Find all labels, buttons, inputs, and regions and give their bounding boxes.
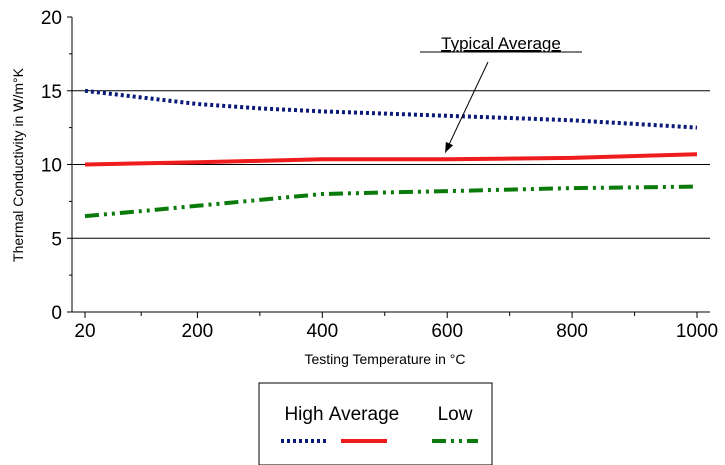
legend-label-low: Low bbox=[438, 404, 473, 425]
x-tick-label-20: 20 bbox=[74, 321, 95, 342]
series-line-low bbox=[84, 184, 698, 219]
ticks: 0 5 10 15 20 20 200 400 600 800 1000 bbox=[41, 8, 718, 342]
x-axis-title: Testing Temperature in °C bbox=[305, 351, 466, 367]
y-tick-label-5: 5 bbox=[51, 229, 62, 250]
annotation-arrow bbox=[444, 61, 489, 153]
x-tick-label-200: 200 bbox=[182, 321, 214, 342]
annotation: Typical Average bbox=[420, 34, 582, 153]
series-lines bbox=[84, 88, 698, 219]
y-tick-label-0: 0 bbox=[51, 303, 62, 324]
legend-box bbox=[258, 382, 493, 465]
legend: High Average Low bbox=[258, 382, 493, 465]
y-tick-label-15: 15 bbox=[41, 82, 62, 103]
x-tick-label-800: 800 bbox=[556, 321, 588, 342]
series-line-average bbox=[84, 152, 698, 167]
y-axis-title: Thermal Conductivity in W/m°K bbox=[10, 67, 26, 262]
x-tick-label-1000: 1000 bbox=[676, 321, 718, 342]
series-line-high bbox=[84, 88, 698, 130]
x-tick-label-600: 600 bbox=[431, 321, 463, 342]
legend-label-high: High bbox=[284, 404, 323, 425]
y-tick-label-20: 20 bbox=[41, 8, 62, 29]
x-tick-label-400: 400 bbox=[306, 321, 338, 342]
y-tick-label-10: 10 bbox=[41, 156, 62, 177]
annotation-typical-average: Typical Average bbox=[441, 34, 561, 53]
annotation-arrowhead bbox=[445, 141, 454, 153]
legend-label-average: Average bbox=[329, 404, 399, 425]
